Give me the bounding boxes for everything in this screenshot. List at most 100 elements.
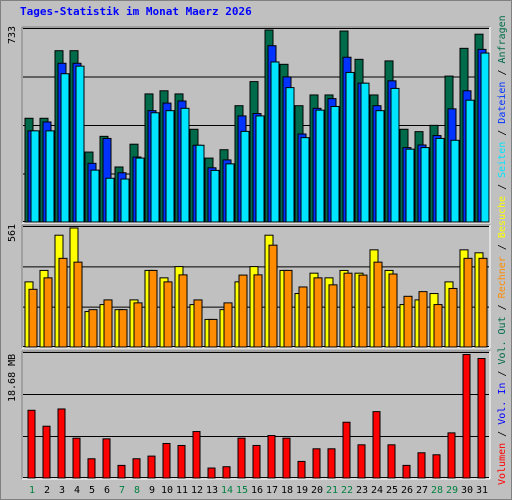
bar-volumen-day-12 [192, 431, 201, 479]
bar-rechner-day-26 [403, 295, 413, 348]
day-label-16: 16 [251, 485, 263, 496]
bar-seiten-day-26 [405, 148, 415, 223]
bar-rechner-day-30 [463, 257, 473, 348]
bar-seiten-day-21 [330, 105, 340, 223]
bar-volumen-day-8 [132, 458, 141, 479]
legend-separator: / [497, 298, 508, 317]
bar-rechner-day-6 [103, 299, 113, 348]
bar-volumen-day-22 [342, 421, 351, 479]
day-label-25: 25 [386, 485, 398, 496]
bar-rechner-day-11 [178, 274, 188, 348]
bar-volumen-day-26 [402, 464, 411, 479]
bar-rechner-day-21 [328, 284, 338, 348]
bar-rechner-day-29 [448, 287, 458, 348]
legend-separator: / [497, 424, 508, 443]
bar-volumen-day-21 [327, 448, 336, 479]
bar-rechner-day-17 [268, 244, 278, 348]
bar-volumen-day-7 [117, 464, 126, 479]
bar-volumen-day-5 [87, 458, 96, 479]
day-label-26: 26 [401, 485, 413, 496]
top-panel-max-label: 733 [7, 25, 18, 44]
bar-volumen-day-28 [432, 454, 441, 479]
bar-rechner-day-19 [298, 286, 308, 348]
bar-volumen-day-15 [237, 437, 246, 479]
day-label-30: 30 [461, 485, 473, 496]
bar-seiten-day-17 [270, 61, 280, 223]
bar-seiten-day-29 [450, 139, 460, 223]
bar-volumen-day-16 [252, 444, 261, 479]
bar-rechner-day-22 [343, 272, 353, 348]
bar-volumen-day-13 [207, 467, 216, 479]
day-label-9: 9 [149, 485, 155, 496]
bar-rechner-day-23 [358, 274, 368, 348]
bar-rechner-day-8 [133, 302, 143, 348]
bar-seiten-day-2 [45, 130, 55, 223]
bar-rechner-day-28 [433, 304, 443, 348]
bar-volumen-day-17 [267, 435, 276, 479]
bar-seiten-day-10 [165, 110, 175, 223]
bar-volumen-day-23 [357, 444, 366, 479]
bar-volumen-day-27 [417, 452, 426, 479]
legend-vol-out: Vol. Out [497, 316, 508, 365]
bar-seiten-day-12 [195, 144, 205, 223]
day-label-20: 20 [311, 485, 323, 496]
bar-volumen-day-6 [102, 438, 111, 479]
bar-seiten-day-23 [360, 82, 370, 223]
bar-volumen-day-11 [177, 444, 186, 479]
bar-rechner-day-15 [238, 274, 248, 348]
bar-volumen-day-1 [27, 409, 36, 479]
bar-volumen-day-14 [222, 466, 231, 479]
legend-volumen: Volumen [497, 442, 508, 485]
middle-panel-max-label: 561 [7, 223, 18, 242]
legend-separator: / [497, 238, 508, 257]
day-label-10: 10 [161, 485, 173, 496]
day-label-31: 31 [476, 485, 488, 496]
bar-seiten-day-16 [255, 115, 265, 223]
legend-separator: / [497, 177, 508, 196]
bar-volumen-day-9 [147, 455, 156, 479]
bar-rechner-day-27 [418, 291, 428, 348]
bar-volumen-day-4 [72, 437, 81, 479]
bar-rechner-day-5 [88, 309, 98, 348]
bar-seiten-day-5 [90, 169, 100, 223]
bar-seiten-day-28 [435, 137, 445, 223]
day-label-29: 29 [446, 485, 458, 496]
bar-rechner-day-9 [148, 269, 158, 348]
bar-seiten-day-11 [180, 107, 190, 223]
legend-dateien: Dateien [497, 81, 508, 124]
day-label-15: 15 [236, 485, 248, 496]
bar-seiten-day-4 [75, 65, 85, 223]
day-label-8: 8 [134, 485, 140, 496]
bar-rechner-day-20 [313, 277, 323, 348]
day-label-6: 6 [104, 485, 110, 496]
day-label-2: 2 [44, 485, 50, 496]
legend-rechner: Rechner [497, 256, 508, 299]
day-label-21: 21 [326, 485, 338, 496]
bar-rechner-day-31 [478, 257, 488, 348]
legend-separator: / [497, 63, 508, 82]
bar-volumen-day-3 [57, 408, 66, 479]
day-label-1: 1 [29, 485, 35, 496]
bar-seiten-day-15 [240, 130, 250, 223]
legend-vol-in: Vol. In [497, 382, 508, 425]
day-label-23: 23 [356, 485, 368, 496]
day-label-14: 14 [221, 485, 233, 496]
bar-volumen-day-2 [42, 425, 51, 479]
bar-rechner-day-18 [283, 269, 293, 348]
bar-seiten-day-20 [315, 109, 325, 223]
bar-rechner-day-10 [163, 281, 173, 348]
bar-seiten-day-7 [120, 178, 130, 223]
day-label-4: 4 [74, 485, 80, 496]
day-label-7: 7 [119, 485, 125, 496]
bar-seiten-day-3 [60, 73, 70, 223]
legend-separator: / [497, 364, 508, 383]
legend-besuche: Besuche [497, 195, 508, 239]
bar-volumen-day-29 [447, 432, 456, 479]
day-label-13: 13 [206, 485, 218, 496]
right-legend: Volumen / Vol. In / Vol. Out / Rechner /… [497, 15, 508, 485]
bar-seiten-day-22 [345, 71, 355, 223]
bar-rechner-day-16 [253, 274, 263, 348]
day-label-27: 27 [416, 485, 428, 496]
bar-volumen-day-10 [162, 442, 171, 479]
bar-rechner-day-24 [373, 261, 383, 348]
